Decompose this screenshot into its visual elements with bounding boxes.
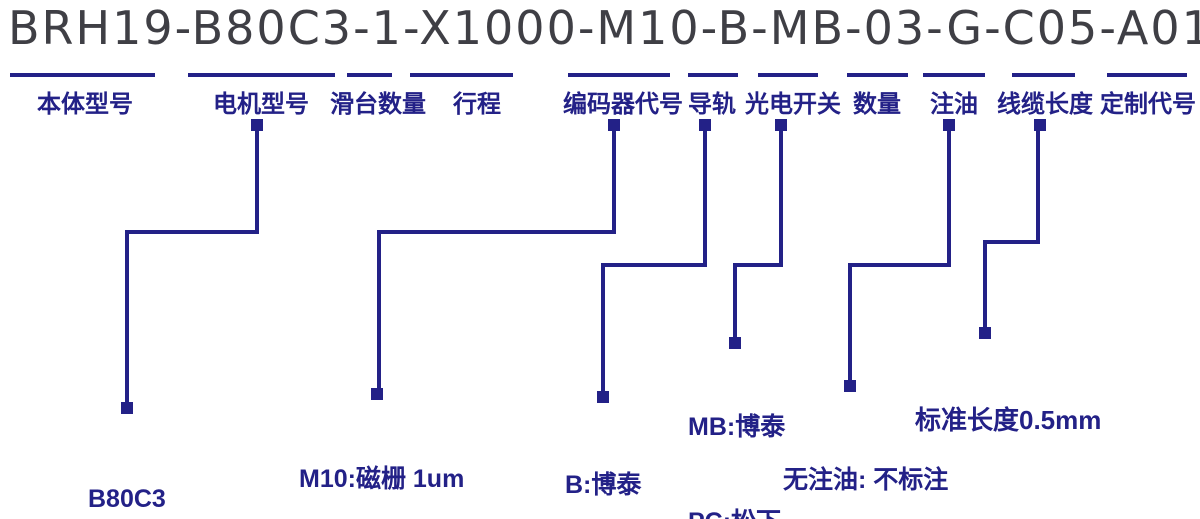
underline-body-model — [10, 73, 155, 77]
connector-dot — [729, 337, 741, 349]
field-label-cable-length: 线缆长度 — [997, 91, 1093, 118]
option-item: 标准长度0.5mm — [915, 405, 1102, 435]
underline-motor-model — [188, 73, 335, 77]
guide-rail-options: B:博泰 H:上银 T:THK — [565, 409, 641, 519]
cable-length-note: 标准长度0.5mm — [915, 338, 1101, 499]
connector-dot — [979, 327, 991, 339]
option-item: M10:磁栅 1um — [299, 465, 465, 493]
connector-line-photo-switch — [779, 125, 783, 267]
underline-encoder — [568, 73, 670, 77]
field-label-custom-code: 定制代号 — [1100, 91, 1196, 118]
field-label-photo-switch: 光电开关 — [745, 91, 841, 118]
underline-stroke — [410, 73, 513, 77]
field-label-motor-model: 电机型号 — [213, 91, 309, 118]
connector-line-guide-rail — [601, 265, 605, 397]
photo-switch-options: MB:博泰 PC:松下 — [688, 351, 785, 519]
field-label-guide-rail: 导轨 — [688, 91, 736, 118]
connector-line-cable-length — [983, 242, 987, 333]
connector-line-cable-length — [1036, 125, 1040, 244]
connector-line-oil — [848, 263, 951, 267]
option-item: B80C3 — [88, 485, 166, 513]
field-label-qty: 数量 — [853, 91, 901, 118]
underline-photo-switch — [758, 73, 818, 77]
oil-note: 无注油: 不标注 — [783, 402, 948, 519]
connector-line-guide-rail — [703, 125, 707, 267]
option-item: B:博泰 — [565, 471, 642, 499]
field-label-oil: 注油 — [930, 91, 978, 118]
underline-oil — [923, 73, 985, 77]
connector-line-motor-model — [125, 232, 129, 408]
connector-dot — [121, 402, 133, 414]
connector-dot — [597, 391, 609, 403]
underline-slider-qty — [347, 73, 392, 77]
connector-line-encoder — [612, 125, 616, 234]
connector-dot — [844, 380, 856, 392]
option-item: MB:博泰 — [688, 413, 786, 441]
encoder-options: M10:磁栅 1um G10:光栅 1um G05:光栅 0.5um — [299, 403, 484, 519]
connector-line-encoder — [377, 230, 616, 234]
underline-custom-code — [1107, 73, 1187, 77]
connector-line-oil — [947, 125, 951, 267]
model-number-title: BRH19-B80C3-1-X1000-M10-B-MB-03-G-C05-A0… — [8, 1, 1200, 55]
motor-model-options: B80C3 B80C4 B80C6 — [88, 426, 166, 519]
connector-dot — [371, 388, 383, 400]
underline-guide-rail — [688, 73, 738, 77]
connector-line-photo-switch — [733, 265, 737, 343]
field-label-slider-qty: 滑台数量 — [330, 91, 426, 118]
underline-qty — [847, 73, 908, 77]
connector-line-photo-switch — [733, 263, 783, 267]
connector-line-motor-model — [125, 230, 259, 234]
connector-line-cable-length — [983, 240, 1040, 244]
connector-line-guide-rail — [601, 263, 707, 267]
connector-line-encoder — [377, 232, 381, 394]
underline-cable-length — [1012, 73, 1075, 77]
field-label-encoder: 编码器代号 — [563, 91, 683, 118]
field-label-body-model: 本体型号 — [37, 91, 133, 118]
field-label-stroke: 行程 — [453, 91, 501, 118]
option-item: PC:松下 — [688, 504, 785, 519]
connector-line-motor-model — [255, 125, 259, 234]
option-item: 无注油: 不标注 — [783, 466, 949, 494]
connector-line-oil — [848, 265, 852, 386]
